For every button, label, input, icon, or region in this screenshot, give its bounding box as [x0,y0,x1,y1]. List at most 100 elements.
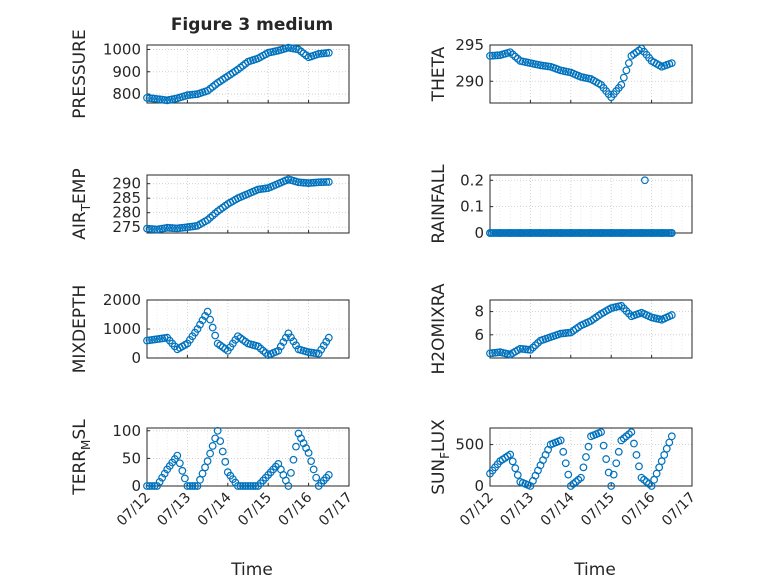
data-point-interp [191,90,199,99]
data-point [244,482,252,490]
data-point-interp [632,451,641,459]
data-point-interp [317,178,326,187]
data-point [314,50,323,58]
data-point [506,450,515,459]
data-point-interp [206,449,215,458]
data-point-interp [508,50,517,59]
data-point [314,178,323,187]
ytick-label: 0 [131,477,141,495]
data-point-interp [158,473,167,482]
data-point-interp [488,349,497,357]
data-point-interp [175,224,184,232]
data-point-interp [246,482,255,490]
data-point-interp [150,94,159,103]
data-point [213,426,222,435]
data-point-interp [170,224,179,233]
data-point-interp [249,482,257,490]
ytick-label: 0 [474,477,484,495]
data-point [284,329,293,338]
data-point-interp [312,178,321,187]
data-point [203,216,212,224]
data-point-interp [261,349,270,357]
ytick-label: 290 [112,175,141,193]
data-point [627,428,636,437]
data-point-interp [178,466,187,475]
data-point-interp [287,468,295,477]
data-point [516,344,525,353]
ytick-label: 0 [131,349,141,367]
data-point [254,342,263,351]
data-point-interp [186,91,194,99]
data-point-interp [168,224,177,232]
data-point-interp [624,59,633,68]
data-point-interp [319,341,328,350]
data-point-interp [579,463,588,472]
ytick-label: 100 [112,422,141,440]
data-point-interp [582,453,590,461]
data-point-interp [635,462,643,471]
data-point-interp [317,345,326,354]
data-point-interp [148,225,156,233]
subplot-h2omixra: 6 8 H2OMIXRA [429,283,693,375]
data-point-interp [289,455,298,464]
data-point-interp [208,211,217,220]
data-point [203,307,212,316]
data-point-interp [307,179,316,187]
axes-box [146,44,350,104]
data-point-interp [307,457,316,466]
ylabel: RAINFALL [429,164,449,244]
ytick-label: 50 [122,449,141,467]
data-point-interp [148,94,156,103]
ytick-label: 8 [474,303,484,321]
subplot-rainfall: 0 0.1 0.2 RAINFALL [429,164,693,244]
data-point-interp [511,464,520,473]
ylabel: TERRMSL [70,419,93,496]
xlabel-left: Time [230,560,273,580]
data-point-interp [150,225,159,234]
data-point [143,93,151,102]
data-point [314,349,323,358]
data-point [607,482,616,490]
ytick-label: 1000 [103,320,141,338]
ytick-label: 0 [474,224,484,242]
data-point-interp [208,323,217,332]
data-point-interp [180,223,189,232]
data-point-interp [619,73,628,82]
data-point-interp [302,179,310,187]
data-point-interp [561,329,570,337]
data-point [324,471,333,479]
data-point-interp [518,345,527,353]
data-point-interp [276,342,285,351]
data-point-interp [619,304,628,313]
data-point-interp [188,482,197,490]
data-point-interp [279,338,288,346]
data-point [183,482,192,490]
data-point-interp [564,328,573,337]
data-point [506,48,515,57]
ylabel: PRESSURE [70,29,90,118]
data-point-interp [559,329,568,338]
data-point-interp [191,482,199,490]
data-point [143,482,151,490]
data-point-interp [201,312,209,320]
data-point-interp [211,331,220,340]
ylabel: AIRTEMP [70,168,93,239]
data-point-baseline [667,229,676,237]
ytick-label: 280 [112,204,141,222]
data-point-interp [208,442,217,450]
data-point [173,451,182,460]
data-point-interp [145,94,154,103]
data-point-interp [511,52,520,61]
data-point-interp [281,333,290,342]
axes-box [489,44,693,104]
data-point-interp [561,459,570,468]
data-point [577,473,585,482]
data-point [284,482,293,490]
data-point-interp [612,459,621,468]
data-point-interp [531,341,540,350]
data-point [163,223,172,232]
data-point-interp [287,333,295,342]
data-point-interp [488,51,497,60]
data-point [324,178,333,186]
